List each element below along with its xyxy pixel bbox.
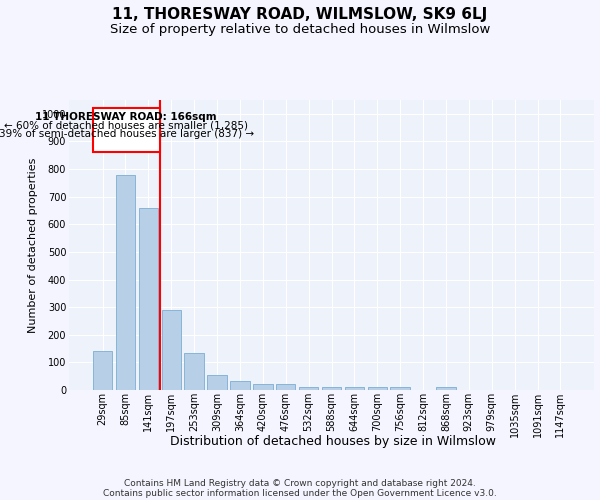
Text: 11 THORESWAY ROAD: 166sqm: 11 THORESWAY ROAD: 166sqm xyxy=(35,112,217,122)
Bar xyxy=(276,384,295,390)
Bar xyxy=(322,387,341,390)
Bar xyxy=(368,387,387,390)
Text: 39% of semi-detached houses are larger (837) →: 39% of semi-detached houses are larger (… xyxy=(0,129,254,139)
Bar xyxy=(299,386,319,390)
Bar xyxy=(93,352,112,390)
Y-axis label: Number of detached properties: Number of detached properties xyxy=(28,158,38,332)
Text: 11, THORESWAY ROAD, WILMSLOW, SK9 6LJ: 11, THORESWAY ROAD, WILMSLOW, SK9 6LJ xyxy=(112,8,488,22)
Text: Distribution of detached houses by size in Wilmslow: Distribution of detached houses by size … xyxy=(170,435,496,448)
Bar xyxy=(391,387,410,390)
Text: Size of property relative to detached houses in Wilmslow: Size of property relative to detached ho… xyxy=(110,22,490,36)
Bar xyxy=(93,108,160,152)
Bar xyxy=(184,352,204,390)
Bar xyxy=(208,375,227,390)
Bar xyxy=(161,310,181,390)
Bar xyxy=(230,381,250,390)
Text: Contains public sector information licensed under the Open Government Licence v3: Contains public sector information licen… xyxy=(103,488,497,498)
Bar xyxy=(139,208,158,390)
Text: Contains HM Land Registry data © Crown copyright and database right 2024.: Contains HM Land Registry data © Crown c… xyxy=(124,478,476,488)
Bar xyxy=(116,174,135,390)
Bar xyxy=(253,384,272,390)
Bar xyxy=(436,386,455,390)
Text: ← 60% of detached houses are smaller (1,285): ← 60% of detached houses are smaller (1,… xyxy=(4,120,248,130)
Bar xyxy=(344,387,364,390)
